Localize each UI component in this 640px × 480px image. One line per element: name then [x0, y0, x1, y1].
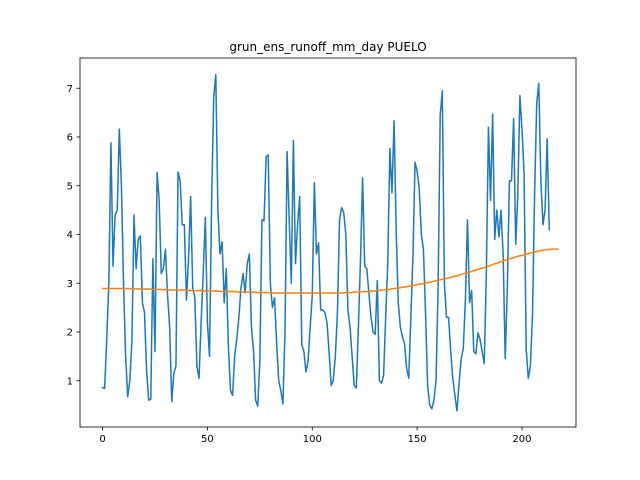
y-tick-label: 2: [67, 328, 73, 339]
series-line-1: [101, 73, 551, 412]
x-tick-label: 200: [512, 434, 531, 445]
y-tick-label: 6: [67, 133, 73, 144]
y-tick-label: 1: [67, 376, 73, 387]
series-layer: [101, 73, 559, 412]
chart-title: grun_ens_runoff_mm_day PUELO: [229, 40, 426, 54]
x-tick-label: 100: [303, 434, 322, 445]
x-tick-label: 0: [99, 434, 105, 445]
series-line-2: [101, 248, 559, 294]
axes-layer: 0 50 100 150 200 1 2 3 4 5 6 7: [67, 57, 577, 445]
y-tick-label: 4: [67, 230, 73, 241]
x-tick-label: 50: [201, 434, 214, 445]
y-tick-label: 3: [67, 279, 73, 290]
plot-frame: [79, 57, 577, 428]
x-tick-label: 150: [408, 434, 427, 445]
y-tick-label: 5: [67, 181, 73, 192]
y-tick-label: 7: [67, 84, 73, 95]
